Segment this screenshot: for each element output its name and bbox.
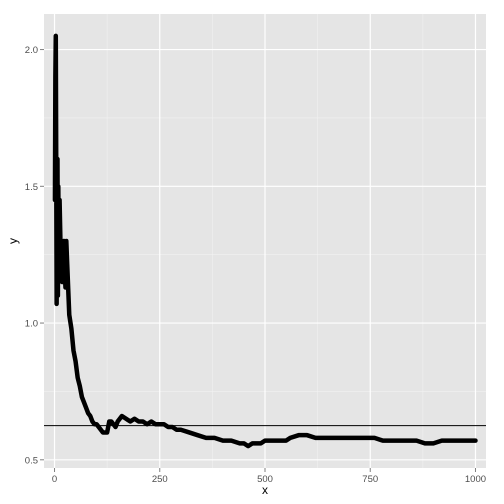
series-layer — [52, 33, 478, 449]
y-tick-label: 1.5 — [25, 182, 38, 193]
y-axis-title: y — [6, 238, 20, 244]
series-line-1 — [52, 33, 478, 449]
x-axis: 0 250 500 750 1000 — [52, 468, 486, 485]
x-tick-label: 1000 — [465, 474, 486, 485]
y-axis: 0.5 1.0 1.5 2.0 — [25, 45, 44, 466]
y-tick-label: 0.5 — [25, 455, 38, 466]
x-tick-label: 500 — [257, 474, 273, 485]
y-tick-label: 2.0 — [25, 45, 38, 56]
y-tick-label: 1.0 — [25, 319, 38, 330]
x-axis-title: x — [262, 483, 268, 497]
x-tick-label: 0 — [52, 474, 57, 485]
x-tick-label: 250 — [152, 474, 168, 485]
x-tick-label: 750 — [362, 474, 378, 485]
